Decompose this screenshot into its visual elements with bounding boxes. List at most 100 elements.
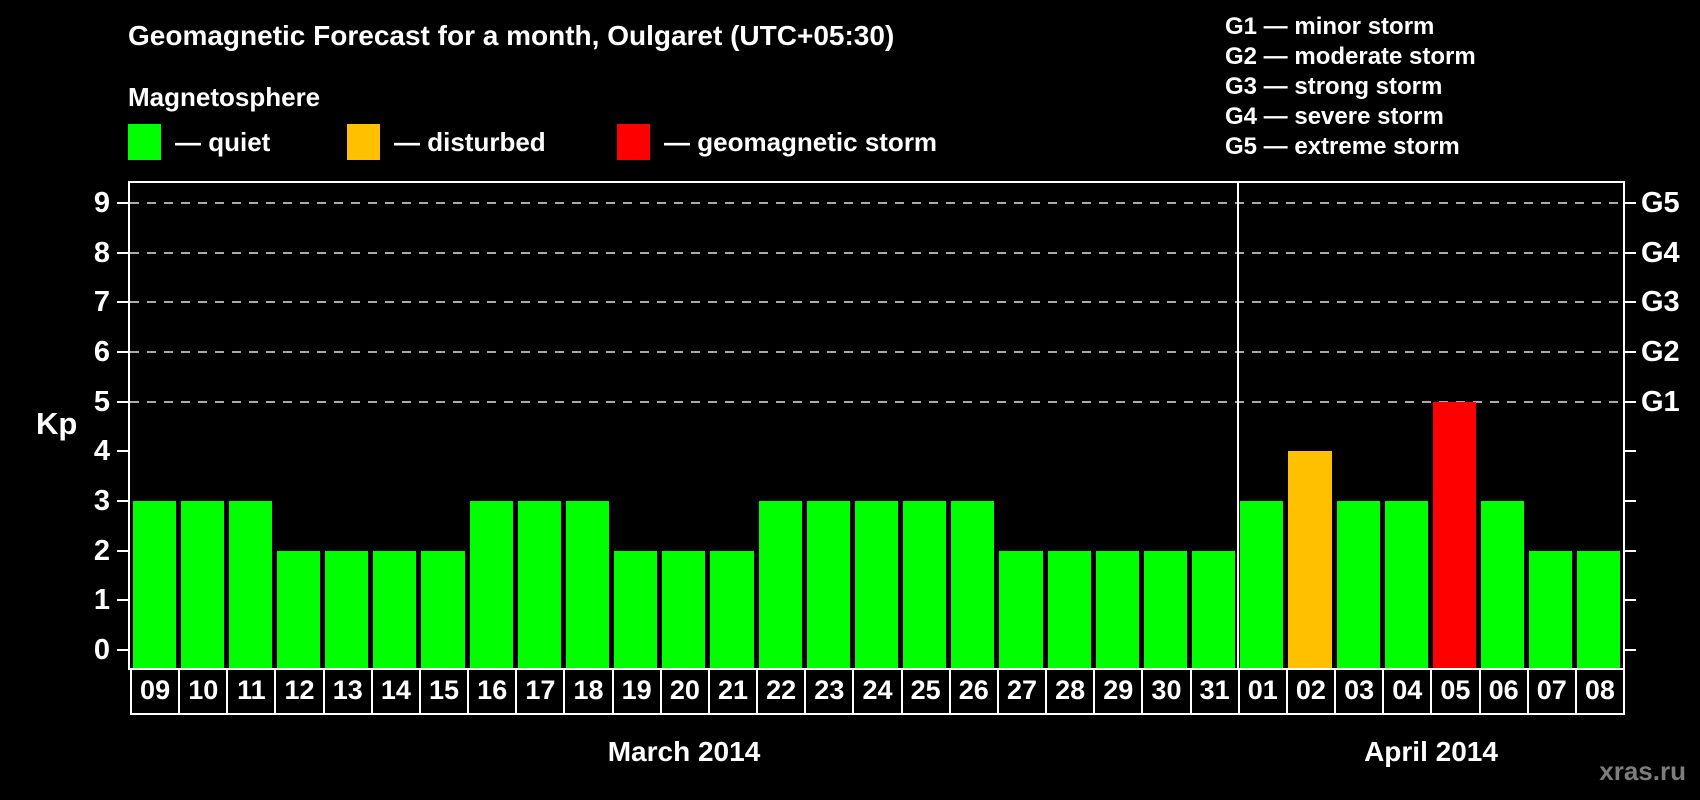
kp-axis-label-7: 7 [93, 286, 110, 319]
kp-tick-left-6 [117, 350, 128, 353]
storm-label: — geomagnetic storm [664, 126, 938, 157]
kp-tick-left-7 [117, 301, 128, 304]
kp-bar-day-25 [903, 501, 947, 668]
day-label-cell-16: 16 [467, 668, 518, 715]
y-axis-title: Kp [36, 406, 78, 441]
kp-bar-day-17 [517, 501, 561, 668]
kp-axis-label-1: 1 [93, 584, 110, 617]
kp-axis-label-3: 3 [93, 485, 110, 518]
day-label-cell-25: 25 [900, 668, 951, 715]
day-label-cell-17: 17 [515, 668, 566, 715]
kp-axis-label-6: 6 [93, 335, 110, 368]
kp-bar-day-24 [854, 501, 899, 668]
kp-axis-label-0: 0 [93, 634, 110, 667]
kp-axis-label-8: 8 [93, 236, 110, 269]
quiet-label: — quiet [175, 126, 271, 157]
day-label-cell-20: 20 [659, 668, 710, 715]
g3-legend-line: G3 — strong storm [1225, 73, 1443, 100]
day-label-cell-19: 19 [611, 668, 662, 715]
day-label-cell-07: 07 [1526, 668, 1577, 715]
gridline-kp9 [130, 201, 1623, 204]
kp-tick-left-4 [117, 450, 128, 453]
plot-area: 0 1 2 3 4 5 6 7 8 9 G1 G2 G3 G4 G5 [94, 181, 1680, 670]
day-label-cell-18: 18 [563, 668, 614, 715]
day-label-cell-15: 15 [418, 668, 470, 715]
kp-tick-right-8 [1625, 251, 1636, 254]
kp-bar-day-20 [662, 550, 706, 668]
kp-bar-day-28 [1047, 550, 1091, 668]
day-label-cell-24: 24 [852, 668, 903, 715]
day-label-cell-06: 06 [1478, 668, 1529, 715]
legend-title: Magnetosphere [128, 82, 321, 112]
kp-tick-left-2 [117, 549, 128, 552]
legend-item-quiet: — quiet [128, 124, 270, 160]
kp-bar-day-01 [1240, 501, 1284, 668]
day-label-cell-11: 11 [226, 668, 277, 715]
legend-item-disturbed: — disturbed [347, 124, 546, 160]
kp-bar-day-12 [276, 550, 321, 668]
storm-swatch [617, 124, 650, 160]
g5-legend-line: G5 — extreme storm [1225, 133, 1460, 160]
day-label-cell-22: 22 [756, 668, 807, 715]
kp-bar-day-09 [132, 501, 176, 668]
kp-tick-right-1 [1625, 599, 1636, 602]
gridline-kp8 [130, 251, 1623, 254]
kp-bar-day-14 [373, 550, 417, 668]
kp-tick-right-4 [1625, 450, 1636, 453]
g-axis-label-G3: G3 [1641, 286, 1680, 319]
gridline-kp5 [130, 400, 1623, 403]
kp-tick-right-5 [1625, 400, 1636, 403]
day-label-cell-10: 10 [178, 668, 229, 715]
quiet-swatch [128, 124, 161, 160]
day-label-cell-02: 02 [1285, 668, 1337, 715]
kp-axis-label-5: 5 [93, 385, 110, 418]
kp-bar-day-02 [1288, 451, 1332, 668]
day-label-cell-21: 21 [707, 668, 759, 715]
disturbed-label: — disturbed [394, 126, 546, 157]
day-label-cell-12: 12 [274, 668, 325, 715]
g-axis-label-G5: G5 [1641, 186, 1680, 219]
watermark: xras.ru [1599, 756, 1686, 786]
day-label-cell-05: 05 [1430, 668, 1481, 715]
chart-title: Geomagnetic Forecast for a month, Oulgar… [128, 20, 895, 51]
kp-axis-label-2: 2 [93, 534, 110, 567]
kp-bar-day-26 [951, 501, 995, 668]
kp-bar-day-11 [228, 501, 272, 668]
kp-bar-day-31 [1192, 550, 1236, 668]
kp-tick-right-2 [1625, 549, 1636, 552]
day-axis: 09 10 11 12 13 14 15 16 17 18 19 20 21 22 23 24 25 26 27 28… [130, 668, 1625, 715]
kp-tick-left-1 [117, 599, 128, 602]
day-label-cell-14: 14 [370, 668, 421, 715]
legend-item-storm: — geomagnetic storm [617, 124, 937, 160]
kp-bar-day-30 [1143, 550, 1188, 668]
kp-tick-right-6 [1625, 350, 1636, 353]
day-label-cell-23: 23 [804, 668, 855, 715]
kp-bar-day-23 [806, 501, 850, 668]
g4-legend-line: G4 — severe storm [1225, 103, 1444, 130]
kp-bar-day-04 [1384, 501, 1428, 668]
kp-bar-day-06 [1481, 501, 1525, 668]
day-label-cell-27: 27 [996, 668, 1048, 715]
day-label-cell-03: 03 [1334, 668, 1385, 715]
month-label-march: March 2014 [607, 736, 761, 767]
g-axis-label-G4: G4 [1641, 236, 1680, 269]
kp-bar-day-22 [758, 501, 802, 668]
kp-bar-day-07 [1529, 550, 1573, 668]
day-label-cell-01: 01 [1237, 668, 1288, 715]
kp-tick-right-9 [1625, 201, 1636, 204]
kp-axis-label-4: 4 [93, 435, 110, 468]
day-label-cell-29: 29 [1093, 668, 1144, 715]
day-label-cell-08: 08 [1574, 668, 1625, 715]
month-label-april: April 2014 [1364, 736, 1498, 767]
g-axis-label-G2: G2 [1641, 335, 1680, 368]
g-axis-label-G1: G1 [1641, 385, 1680, 418]
kp-bar-day-15 [421, 550, 465, 668]
day-label-cell-26: 26 [948, 668, 999, 715]
kp-bar-day-18 [565, 501, 610, 668]
g2-legend-line: G2 — moderate storm [1225, 43, 1476, 70]
kp-bar-day-19 [614, 550, 658, 668]
kp-bar-day-16 [469, 501, 513, 668]
kp-tick-left-9 [117, 201, 128, 204]
gridline-kp6 [130, 350, 1623, 353]
